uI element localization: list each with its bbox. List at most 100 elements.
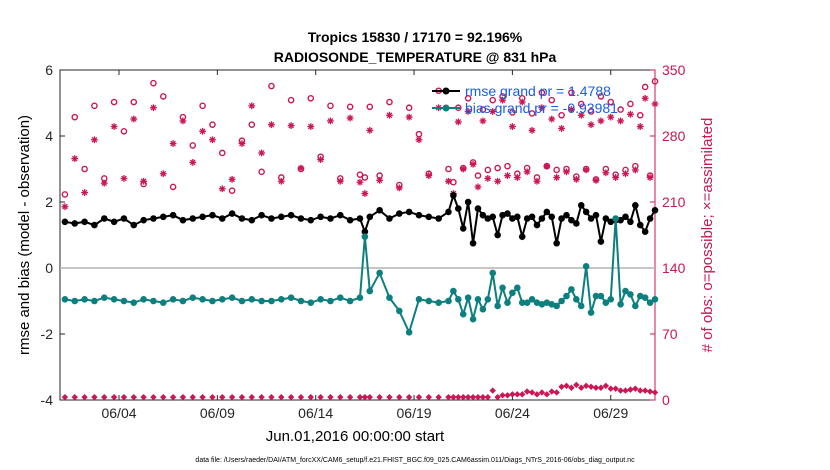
rmse-point [627, 218, 634, 226]
rmse-point [287, 211, 295, 219]
bias-point [228, 294, 236, 302]
obs-possible-point [258, 168, 265, 176]
obs-assimilated-point [361, 190, 369, 197]
obs-possible-point [617, 106, 624, 113]
bias-point [627, 291, 634, 298]
obs-count-bottom-marker [450, 393, 457, 401]
bias-point [577, 302, 585, 310]
obs-count-bottom-marker [248, 393, 255, 401]
rmse-point [415, 211, 423, 219]
obs-possible-point [327, 102, 334, 110]
obs-count-bottom-marker [337, 393, 344, 401]
chart-subtitle: RADIOSONDE_TEMPERATURE @ 831 hPa [274, 49, 557, 65]
asterisk-stroke [519, 99, 526, 105]
asterisk-stroke [480, 118, 486, 124]
obs-count-bottom-marker [479, 393, 487, 401]
asterisk-stroke [539, 104, 545, 111]
rmse-point [258, 211, 265, 219]
asterisk-stroke [514, 174, 521, 181]
obs-count-bottom-marker [533, 391, 541, 398]
asterisk-stroke [362, 190, 368, 197]
bias-point [238, 297, 246, 305]
x-tick-label: 06/04 [101, 405, 136, 421]
axis-ticks: 06/04 06/09 06/14 06/19 06/24 06/29 -4 -2 0 2 4 6 0 7… [41, 62, 686, 421]
rmse-point [110, 218, 118, 226]
asterisk-stroke [617, 118, 624, 124]
obs-assimilated-point [627, 110, 634, 118]
asterisk-stroke [652, 101, 658, 107]
asterisk-stroke [239, 140, 245, 147]
bias-point [563, 292, 570, 300]
obs-assimilated-point [218, 185, 226, 193]
obs-assimilated-point [140, 177, 147, 185]
y-tick-label-right: 210 [662, 194, 686, 210]
obs-assimilated-point [459, 165, 467, 173]
bias-point [558, 297, 565, 305]
bias-point [120, 297, 128, 305]
asterisk-stroke [376, 177, 383, 184]
bias-point [356, 294, 364, 302]
bias-point [189, 294, 197, 302]
bias-point [386, 294, 393, 302]
bias-point [140, 296, 147, 303]
obs-assimilated-point [636, 123, 644, 130]
bias-point [71, 297, 79, 305]
obs-count-bottom-marker [140, 393, 147, 401]
obs-possible-point [81, 165, 88, 173]
bias-point [514, 284, 521, 292]
obs-assimilated-point [356, 178, 364, 186]
rmse-point [336, 211, 344, 219]
obs-count-bottom-marker [509, 391, 516, 398]
obs-assimilated-point [533, 177, 541, 185]
legend-rmse-label: rmse grand pr = 1.4788 [465, 83, 611, 99]
bias-point [405, 329, 413, 336]
obs-count-bottom-marker [563, 382, 570, 390]
rmse-point [159, 213, 167, 221]
obs-possible-point [228, 187, 236, 194]
legend: rmse grand pr = 1.4788 bias grand pr = -… [432, 83, 618, 116]
bias-point [100, 294, 108, 302]
obs-possible-point [636, 111, 644, 119]
obs-count-bottom-marker [641, 387, 649, 394]
obs-count-bottom-marker [81, 393, 88, 401]
obs-count-bottom-marker [494, 393, 501, 401]
bias-point [582, 263, 590, 270]
obs-count-bottom-marker [538, 389, 546, 396]
asterisk-stroke [81, 189, 88, 196]
rmse-point [602, 215, 610, 222]
obs-count-bottom-marker [573, 381, 580, 389]
rmse-point [81, 218, 88, 226]
asterisk-stroke [101, 180, 108, 186]
obs-assimilated-point [538, 104, 546, 112]
obs-possible-point [651, 78, 659, 85]
bias-point [597, 292, 605, 300]
obs-possible-point [607, 98, 615, 106]
obs-assimilated-point [597, 117, 605, 125]
bias-point [327, 297, 334, 305]
obs-assimilated-point [346, 114, 354, 122]
obs-possible-point [218, 149, 226, 157]
asterisk-stroke [307, 123, 314, 130]
rmse-point [71, 220, 79, 227]
obs-assimilated-point [508, 123, 516, 130]
rmse-point [209, 211, 216, 219]
obs-assimilated-point [130, 115, 138, 123]
rmse-point [179, 216, 187, 224]
obs-assimilated-point [395, 184, 403, 192]
obs-possible-point [110, 98, 118, 106]
asterisk-stroke [317, 156, 324, 163]
rmse-point [120, 215, 128, 222]
rmse-point [582, 208, 590, 216]
obs-possible-point [489, 96, 497, 104]
y-tick-label-left: -2 [41, 326, 54, 342]
asterisk-stroke [248, 102, 255, 109]
x-tick-label: 06/24 [495, 405, 530, 421]
obs-possible-point [474, 172, 482, 179]
obs-assimilated-point [277, 177, 285, 185]
obs-assimilated-point [405, 113, 413, 121]
bias-point [425, 297, 433, 305]
obs-count-bottom-marker [489, 387, 496, 394]
asterisk-stroke [489, 108, 496, 115]
obs-count-bottom-marker [646, 388, 654, 395]
obs-assimilated-point [199, 127, 207, 135]
